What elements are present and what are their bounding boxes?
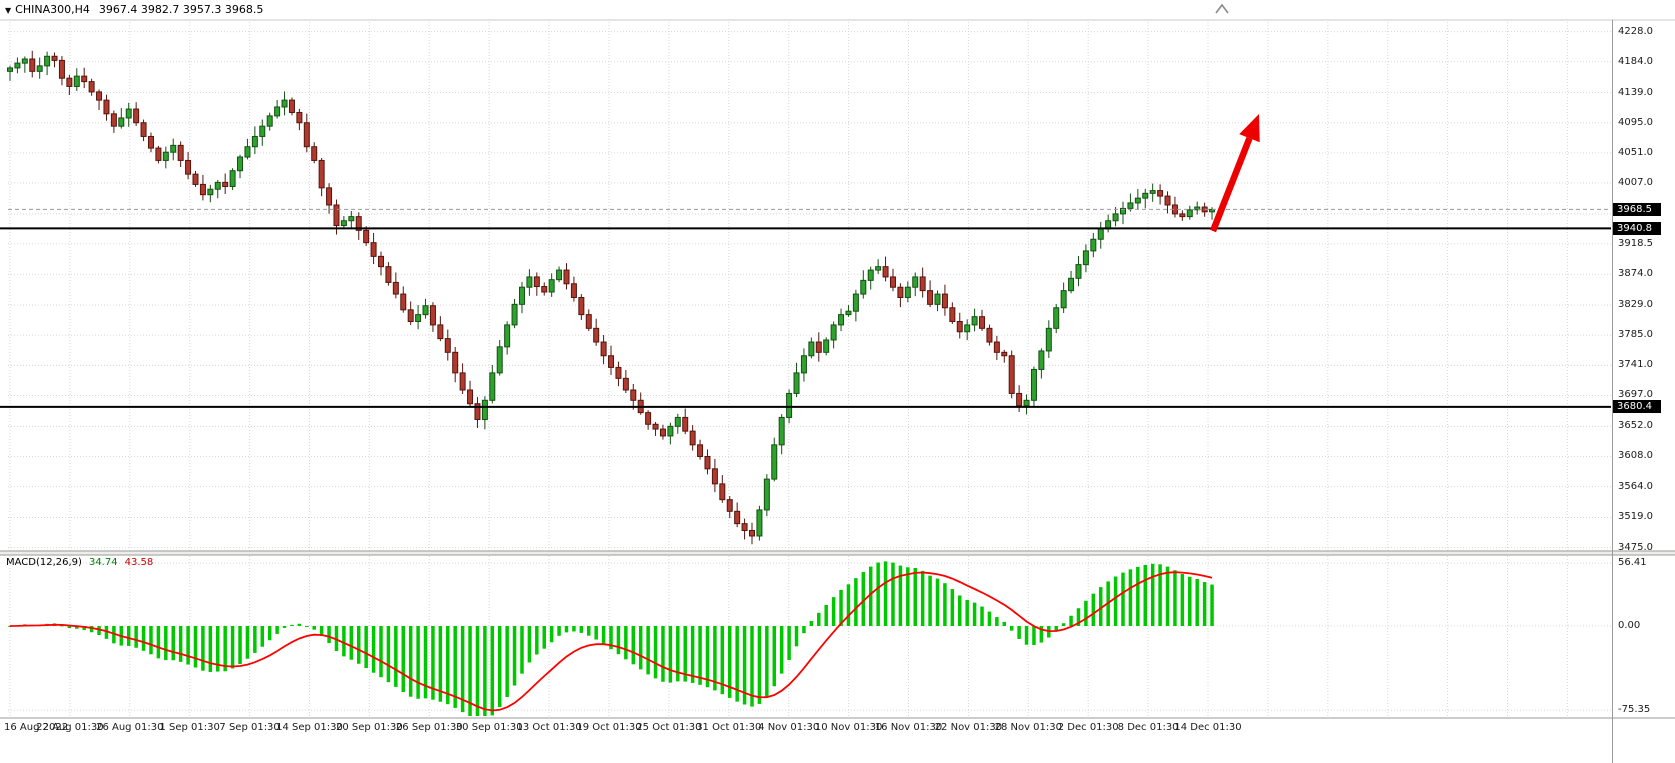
panel-borders <box>0 3 1675 763</box>
horizontal-line-objects[interactable] <box>0 208 1611 408</box>
price-tick-label: 4051.0 <box>1618 146 1653 158</box>
time-tick-label: 2 Dec 01:30 <box>1057 722 1119 733</box>
time-tick-label: 19 Oct 01:30 <box>576 722 642 733</box>
time-tick-label: 25 Oct 01:30 <box>636 722 702 733</box>
macd-signal-value: 43.58 <box>124 557 154 568</box>
time-tick-label: 22 Nov 01:30 <box>934 722 1003 733</box>
chart-shift-marker[interactable] <box>1215 3 1229 14</box>
price-tick-label: 4184.0 <box>1618 55 1653 67</box>
time-tick-label: 31 Oct 01:30 <box>696 722 762 733</box>
time-tick-label: 28 Nov 01:30 <box>994 722 1063 733</box>
price-tick-label: 3519.0 <box>1618 511 1653 523</box>
time-tick-label: 30 Sep 01:30 <box>455 722 523 733</box>
price-tick-label: 3608.0 <box>1618 450 1653 462</box>
macd-scale-min-label: -75.35 <box>1618 704 1651 716</box>
price-tick-label: 4228.0 <box>1618 25 1653 37</box>
price-tick-label: 3829.0 <box>1618 299 1653 311</box>
trend-arrow-annotation[interactable] <box>1209 114 1260 233</box>
time-tick-label: 14 Dec 01:30 <box>1174 722 1242 733</box>
support-price-tag: 3680.4 <box>1613 400 1661 414</box>
symbol-period-label: CHINA300,H4 <box>15 3 90 16</box>
macd-scale-max-label: 56.41 <box>1618 557 1647 569</box>
time-tick-label: 4 Nov 01:30 <box>758 722 820 733</box>
price-tick-label: 3564.0 <box>1618 480 1653 492</box>
macd-histogram <box>8 561 1214 716</box>
time-tick-label: 10 Nov 01:30 <box>814 722 883 733</box>
current-price-tag: 3968.5 <box>1613 202 1661 216</box>
price-tick-label: 3918.5 <box>1618 237 1653 249</box>
time-tick-label: 20 Sep 01:30 <box>336 722 403 733</box>
price-tick-label: 3874.0 <box>1618 268 1653 280</box>
macd-indicator-label: MACD(12,26,9) 34.74 43.58 <box>6 557 153 568</box>
macd-scale-zero-label: 0.00 <box>1618 620 1641 631</box>
macd-signal-line <box>9 571 1213 712</box>
price-tick-label: 4139.0 <box>1618 86 1653 98</box>
macd-name: MACD(12,26,9) <box>6 557 82 568</box>
time-tick-label: 16 Aug 2022 <box>4 722 69 733</box>
price-tick-label: 4007.0 <box>1618 177 1653 189</box>
price-tick-label: 4095.0 <box>1618 116 1653 128</box>
time-tick-label: 16 Nov 01:30 <box>874 722 943 733</box>
time-tick-label: 26 Sep 01:30 <box>395 722 463 733</box>
time-tick-label: 22 Aug 01:30 <box>36 722 104 733</box>
price-tick-label: 3697.0 <box>1618 389 1653 401</box>
price-tick-label: 3652.0 <box>1618 420 1653 432</box>
chart-title: ▼ CHINA300,H4 3967.4 3982.7 3957.3 3968.5 <box>5 3 263 16</box>
resistance-price-tag: 3940.8 <box>1613 221 1661 235</box>
macd-main-value: 34.74 <box>88 557 118 568</box>
time-tick-label: 13 Oct 01:30 <box>516 722 582 733</box>
symbol-dropdown-icon[interactable]: ▼ <box>5 6 12 15</box>
price-tick-label: 3741.0 <box>1618 359 1653 371</box>
price-tick-label: 3475.0 <box>1618 541 1653 553</box>
time-tick-label: 26 Aug 01:30 <box>96 722 164 733</box>
ohlc-values: 3967.4 3982.7 3957.3 3968.5 <box>98 3 264 16</box>
candlestick-plot[interactable] <box>7 50 1216 545</box>
time-tick-label: 1 Sep 01:30 <box>159 722 220 733</box>
time-tick-label: 7 Sep 01:30 <box>219 722 280 733</box>
price-tick-label: 3785.0 <box>1618 329 1653 341</box>
time-tick-label: 8 Dec 01:30 <box>1117 722 1179 733</box>
time-tick-label: 14 Sep 01:30 <box>276 722 343 733</box>
